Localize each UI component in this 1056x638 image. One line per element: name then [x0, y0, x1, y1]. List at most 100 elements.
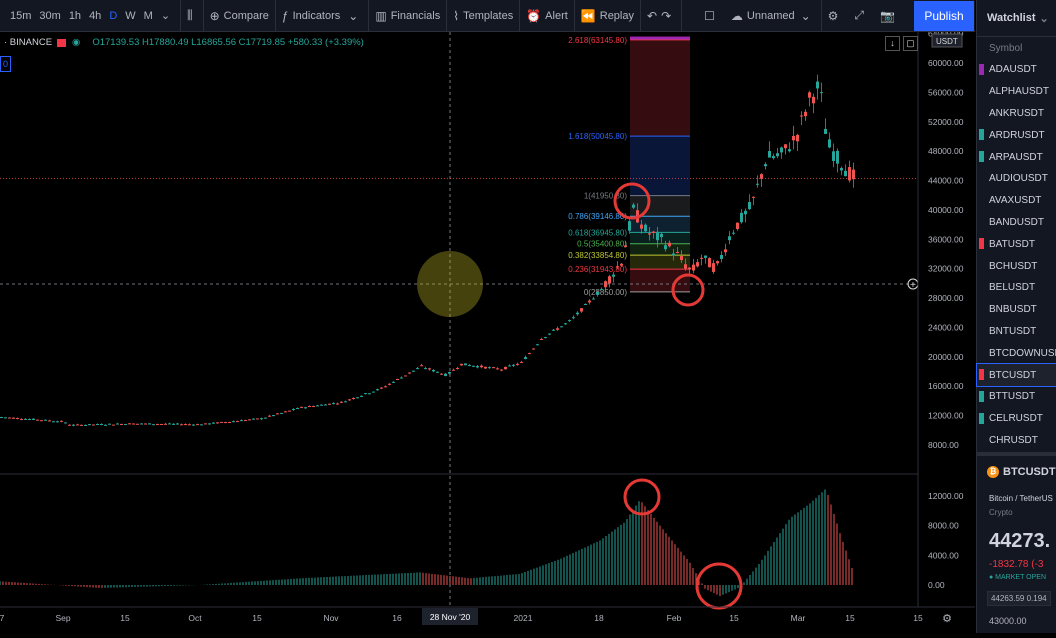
expand-button[interactable]: ⤢ — [848, 0, 874, 31]
candle — [708, 258, 711, 268]
watchlist-item[interactable]: BTCDOWNUSDT — [977, 342, 1056, 364]
tf-1h[interactable]: 1h — [68, 9, 82, 22]
candle — [188, 424, 191, 426]
annotation-circle[interactable] — [695, 562, 743, 610]
chart-canvas[interactable]: 2.618(63145.80) 1.618(50045.80) 1(41950.80… — [0, 29, 975, 633]
candle — [68, 424, 71, 426]
flag-icon[interactable] — [979, 238, 984, 250]
gear-icon[interactable]: ⚙ — [942, 612, 952, 625]
candle — [844, 170, 847, 177]
candle — [120, 423, 123, 425]
annotation-circle[interactable] — [671, 273, 705, 307]
candle — [520, 361, 523, 363]
tf-4h[interactable]: 4h — [89, 9, 102, 22]
financials-button[interactable]: ▥ Financials — [369, 0, 448, 31]
layout-name-button[interactable]: ☁ Unnamed ⌄ — [725, 0, 822, 31]
annotation-circle[interactable] — [623, 478, 661, 516]
watchlist-item[interactable]: CELRUSDT — [977, 408, 1056, 430]
watchlist-item[interactable]: CHRUSDT — [977, 430, 1056, 452]
price-axis[interactable] — [918, 32, 975, 633]
tf-30m[interactable]: 30m — [39, 9, 61, 22]
flag-icon[interactable] — [979, 129, 984, 141]
tf-15m[interactable]: 15m — [10, 9, 32, 22]
flag-icon[interactable] — [979, 390, 984, 402]
maximize-icon[interactable]: ▢ — [903, 36, 918, 51]
detail-price: 44273. — [989, 530, 1051, 552]
tf-m[interactable]: M — [143, 9, 153, 22]
watchlist-item[interactable]: ADAUSDT — [977, 59, 1056, 81]
candle — [392, 381, 395, 383]
watchlist-item[interactable]: BTCUSDT — [976, 363, 1056, 387]
watchlist-item[interactable]: ARDRUSDT — [977, 124, 1056, 146]
watchlist-item[interactable]: BCHUSDT — [977, 255, 1056, 277]
compare-button[interactable]: ⊕ Compare — [204, 0, 276, 31]
fib-label: 0.382(33854.80) — [568, 251, 627, 260]
redo-icon[interactable]: ↷ — [661, 8, 672, 23]
candle — [356, 397, 359, 399]
watchlist-item[interactable]: BNTUSDT — [977, 321, 1056, 343]
chevron-down-icon[interactable]: ⌄ — [348, 8, 359, 23]
chart-legend: · BINANCE ◉ O17139.53 H17880.49 L16865.5… — [4, 37, 364, 48]
candle — [44, 419, 47, 421]
watchlist-item[interactable]: ARPAUSDT — [977, 146, 1056, 168]
watchlist-item[interactable]: BNBUSDT — [977, 299, 1056, 321]
flag-icon[interactable] — [979, 412, 984, 424]
watchlist-item[interactable]: BATUSDT — [977, 233, 1056, 255]
candle — [616, 266, 619, 268]
candle — [172, 423, 175, 425]
fx-icon: ƒ — [281, 8, 289, 23]
candle — [96, 423, 99, 425]
candle — [184, 424, 187, 426]
candle — [404, 375, 407, 377]
watchlist-item[interactable]: BELUSDT — [977, 277, 1056, 299]
templates-button[interactable]: ⌇ Templates — [447, 0, 521, 31]
candle — [512, 364, 515, 366]
watchlist-item[interactable]: ANKRUSDT — [977, 103, 1056, 125]
snapshot-button[interactable]: 📷 — [874, 0, 905, 31]
flag-icon[interactable] — [979, 151, 984, 163]
annotation-circle[interactable] — [613, 182, 651, 220]
watchlist-header[interactable]: Watchlist ⌄ — [977, 0, 1056, 37]
tf-w[interactable]: W — [125, 9, 136, 22]
candle — [112, 424, 115, 426]
candle — [212, 422, 215, 424]
candle — [232, 421, 235, 423]
currency-badge[interactable] — [931, 33, 963, 48]
indicators-button[interactable]: ƒ Indicators ⌄ — [276, 0, 370, 31]
download-icon[interactable]: ↓ — [885, 36, 900, 51]
candle — [264, 417, 267, 419]
candle — [652, 231, 655, 233]
flag-icon[interactable] — [979, 369, 984, 381]
alert-button[interactable]: ⏰ Alert — [520, 0, 575, 31]
chevron-down-icon[interactable]: ⌄ — [160, 10, 171, 22]
candle — [64, 422, 67, 424]
price-axis-label: 20000.00 — [928, 352, 964, 362]
candle — [724, 249, 727, 253]
watchlist-column-header[interactable]: Symbol — [989, 42, 1023, 54]
watchlist-symbol: ALPHAUSDT — [989, 86, 1050, 98]
replay-button[interactable]: ⏪ Replay — [575, 0, 641, 31]
tf-d[interactable]: D — [109, 9, 118, 22]
publish-button[interactable]: Publish — [914, 1, 974, 31]
candle — [464, 363, 467, 366]
candle — [632, 204, 635, 208]
settings-button[interactable]: ⚙ — [822, 0, 849, 31]
chevron-down-icon[interactable]: ⌄ — [1039, 12, 1049, 25]
watchlist-symbol: BATUSDT — [989, 238, 1035, 250]
candle — [548, 333, 551, 335]
chart-area[interactable]: 2.618(63145.80) 1.618(50045.80) 1(41950.80… — [0, 29, 975, 633]
watchlist-item[interactable]: BTTUSDT — [977, 386, 1056, 408]
watchlist-item[interactable]: ALPHAUSDT — [977, 81, 1056, 103]
alert-label: Alert — [545, 9, 568, 22]
watchlist-item[interactable]: AUDIOUSDT — [977, 168, 1056, 190]
watchlist-item[interactable]: AVAXUSDT — [977, 190, 1056, 212]
time-axis-label: 16 — [392, 613, 402, 623]
candle — [248, 419, 251, 421]
flag-icon[interactable] — [57, 38, 67, 47]
fullscreen-toggle[interactable]: ☐ — [682, 0, 725, 31]
chart-type-button[interactable]: ⫼ — [181, 0, 204, 31]
flag-icon[interactable] — [979, 64, 984, 75]
compare-label: Compare — [223, 9, 269, 22]
watchlist-item[interactable]: BANDUSDT — [977, 212, 1056, 234]
undo-icon[interactable]: ↶ — [647, 8, 658, 23]
